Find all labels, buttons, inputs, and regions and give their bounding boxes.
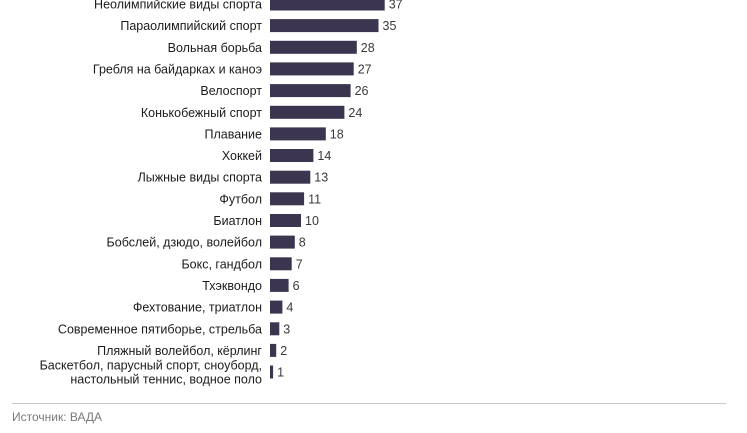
category-label: Вольная борьба <box>168 41 262 55</box>
bar <box>270 300 283 314</box>
category-label: Неолимпийские виды спорта <box>94 0 262 12</box>
data-label: 18 <box>330 127 344 141</box>
bar <box>270 214 301 227</box>
category-label: Пляжный волейбол, кёрлинг <box>97 344 262 358</box>
data-label: 4 <box>286 301 293 315</box>
category-label: Хоккей <box>222 149 262 163</box>
data-label: 1 <box>277 366 284 380</box>
bar <box>270 127 326 141</box>
bar <box>270 40 357 54</box>
data-label: 37 <box>389 0 403 12</box>
bar <box>270 105 345 119</box>
source-note: Источник: ВАДА <box>12 410 103 424</box>
bar <box>270 365 274 379</box>
data-label: 6 <box>293 279 300 293</box>
category-label: Плавание <box>204 127 262 141</box>
bar <box>270 170 311 184</box>
category-label: Бокс, гандбол <box>181 257 262 271</box>
category-label: Велоспорт <box>200 84 262 98</box>
category-label: Бобслей, дзюдо, волейбол <box>107 236 262 250</box>
bar <box>270 257 292 271</box>
data-label: 3 <box>283 322 290 336</box>
category-label: Футбол <box>219 192 262 206</box>
bar <box>270 0 385 11</box>
data-label: 10 <box>305 214 319 228</box>
data-label: 11 <box>308 192 321 206</box>
bar <box>270 322 280 336</box>
bar <box>270 62 354 76</box>
data-label: 28 <box>361 41 375 55</box>
bar <box>270 149 314 162</box>
data-label: 14 <box>317 149 331 163</box>
data-label: 27 <box>358 62 372 76</box>
category-label: Современное пятиборье, стрельба <box>58 322 262 336</box>
bar <box>270 84 351 98</box>
bar <box>270 19 379 33</box>
category-label: Конькобежный спорт <box>141 106 262 120</box>
data-label: 26 <box>355 84 369 98</box>
footer-divider <box>12 403 726 404</box>
category-label: Гребля на байдарках и каноэ <box>93 62 262 76</box>
category-label: Биатлон <box>213 214 262 228</box>
bar <box>270 192 305 206</box>
data-label: 24 <box>348 106 362 120</box>
data-label: 35 <box>383 19 397 33</box>
data-label: 7 <box>296 257 303 271</box>
category-label: Параолимпийский спорт <box>120 19 262 33</box>
category-label: Фехтование, триатлон <box>133 301 262 315</box>
category-label: Баскетбол, парусный спорт, сноуборд, наст… <box>40 359 262 387</box>
data-label: 2 <box>280 344 287 358</box>
bar <box>270 278 289 292</box>
category-label: Тхэквондо <box>202 279 262 293</box>
data-label: 8 <box>299 236 306 250</box>
bar <box>270 235 295 249</box>
data-label: 13 <box>314 171 328 185</box>
category-label: Лыжные виды спорта <box>138 171 262 185</box>
bar <box>270 343 277 357</box>
